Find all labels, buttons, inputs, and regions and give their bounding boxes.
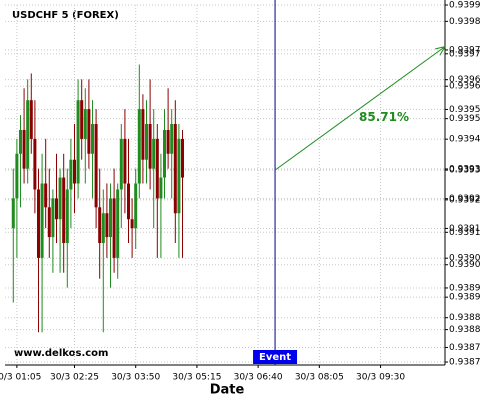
x-tick-label: 30/3 03:50 [111,373,160,383]
candle-body [130,219,134,229]
candle-body [54,198,58,220]
y-tick-label: 0.9389 [449,283,481,293]
y-tick-label: 0.9391 [449,228,481,238]
candle-body [69,159,73,190]
y-tick-label: 0.9388 [449,325,481,335]
chart-title: USDCHF 5 (FOREX) [12,10,119,21]
candle-body [94,124,98,208]
candle-body [177,138,181,214]
candle-body [58,177,62,220]
y-tick-label: 0.9392 [449,195,481,205]
x-tick-label: 30/3 09:30 [356,373,405,383]
candle-body [159,177,163,199]
candle-body [181,138,185,178]
y-tick-label: 0.9395 [449,105,481,115]
candle-body [155,138,159,199]
x-tick-label: 30/3 05:15 [172,373,221,383]
candle-body [47,207,51,238]
x-axis-label: Date [210,383,245,398]
candle-body [145,124,149,160]
candle-body [26,100,30,169]
candle-body [11,198,15,229]
x-tick-label: 30/3 06:40 [234,373,283,383]
y-tick-label: 0.9393 [449,164,481,174]
y-tick-label: 0.9390 [449,260,481,270]
candle-body [65,189,69,244]
y-tick-label: 0.9388 [449,313,481,323]
candle-body [90,124,94,154]
candle-body [105,213,109,238]
projection-label: 85.71% [359,110,409,124]
event-label-box [253,350,298,364]
candle-body [15,153,19,199]
candle-body [152,138,156,169]
y-tick-label: 0.9392 [449,194,481,204]
candle-body [119,138,123,190]
candle-body [108,198,112,238]
y-tick-label: 0.9389 [449,293,481,303]
candle-body [101,213,105,244]
candle-body [87,109,91,154]
x-tick-label: 30/3 08:05 [295,373,344,383]
x-tick-label: 30/3 01:05 [0,373,41,383]
candle-body [112,198,116,258]
y-tick-label: 0.9396 [449,75,481,85]
y-tick-label: 0.9390 [449,254,481,264]
candle-body [62,177,66,244]
candle-body [72,159,76,184]
candle-body [83,109,87,139]
y-tick-label: 0.9394 [449,135,481,145]
candle-body [44,183,48,208]
projection-arrow [274,46,446,171]
candle-body [51,198,55,238]
candle-body [40,183,44,258]
y-tick-label: 0.9391 [449,224,481,234]
candle-body [148,124,152,169]
candle-body [80,100,84,139]
candle-body [76,100,80,184]
y-tick-label: 0.9395 [449,114,481,124]
y-tick-label: 0.9399 [449,1,481,11]
event-label: Event [259,352,291,363]
candle-body [123,138,127,184]
y-tick-label: 0.9397 [449,45,481,55]
projection-arrow-head [435,45,447,56]
x-tick-label: 30/3 02:25 [50,373,99,383]
watermark: www.delkos.com [14,348,108,359]
candle-body [22,129,26,169]
candle-body [127,183,131,220]
y-tick-label: 0.9398 [449,17,481,27]
candle-body [170,124,174,154]
candle-body [163,129,167,178]
y-tick-label: 0.9387 [449,343,481,353]
candle-body [29,100,33,139]
candle-body [36,189,40,258]
candle-body [18,129,22,154]
candle-body [134,183,138,229]
y-tick-label: 0.9387 [449,358,481,368]
y-tick-label: 0.9396 [449,82,481,92]
candle-body [116,189,120,258]
y-tick-label: 0.9397 [449,49,481,59]
candle-body [98,207,102,244]
candle-body [137,109,141,184]
candle-body [173,124,177,214]
candle-body [141,109,145,160]
candle-body [166,129,170,154]
y-tick-label: 0.9393 [449,166,481,176]
candle-body [33,138,37,190]
